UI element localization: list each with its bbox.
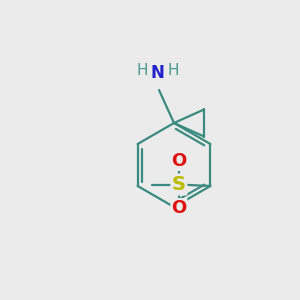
Text: S: S: [172, 175, 186, 194]
Text: H: H: [167, 63, 179, 78]
Text: H: H: [136, 63, 148, 78]
Text: O: O: [171, 152, 187, 170]
Text: O: O: [171, 199, 187, 217]
Text: N: N: [151, 64, 164, 82]
